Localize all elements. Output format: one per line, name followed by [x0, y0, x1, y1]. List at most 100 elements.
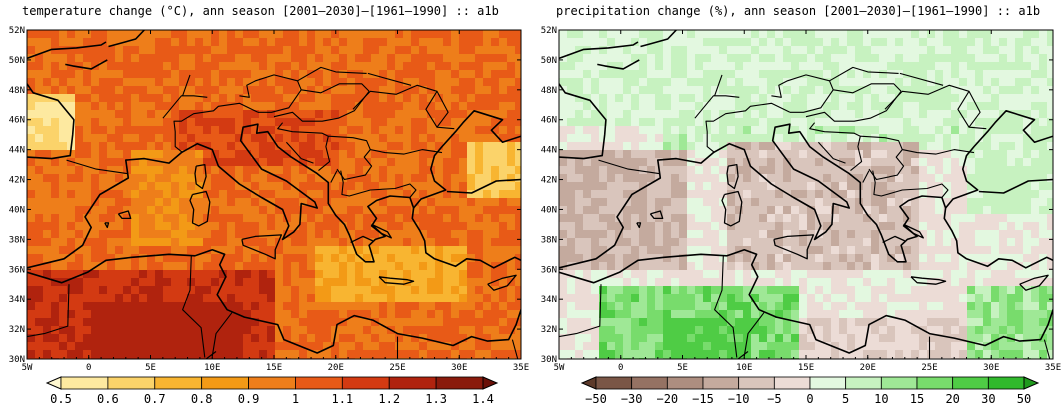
- country-border: [173, 102, 259, 154]
- island-outline: [241, 234, 283, 260]
- temperature-title: temperature change (°C), ann season [200…: [22, 4, 499, 18]
- country-border: [273, 90, 370, 122]
- lat-tick-label: 42N: [541, 176, 557, 186]
- colorbar-label: 5: [842, 392, 849, 406]
- lon-tick-label: 0: [86, 363, 91, 373]
- lon-tick-label: 0: [618, 363, 623, 373]
- lat-tick-label: 32N: [541, 325, 557, 335]
- colorbar-swatch: [738, 376, 775, 390]
- country-border: [714, 255, 738, 358]
- country-border: [817, 141, 846, 164]
- lon-tick-label: 35E: [513, 363, 529, 373]
- country-border: [340, 170, 417, 198]
- island-outline: [1019, 274, 1049, 291]
- country-border: [862, 170, 870, 183]
- lon-tick-label: 5E: [677, 363, 688, 373]
- colorbar-label: 0.5: [50, 392, 72, 406]
- coastline: [446, 178, 521, 194]
- colorbar-label: 1.3: [425, 392, 447, 406]
- coastline-layer: [559, 30, 1064, 359]
- colorbar-label: 0.8: [191, 392, 213, 406]
- colorbar-swatch: [702, 376, 740, 390]
- colorbar-label: −50: [585, 392, 607, 406]
- country-border: [1054, 272, 1064, 312]
- colorbar-swatch: [60, 376, 109, 390]
- colorbar-label: 1.1: [331, 392, 353, 406]
- island-outline: [910, 276, 947, 285]
- lon-tick-label: 5W: [554, 363, 565, 373]
- lat-tick-label: 30N: [9, 355, 25, 365]
- precipitation-panel: precipitation change (%), ann season [20…: [532, 0, 1064, 413]
- country-border: [328, 135, 373, 181]
- lat-tick-label: 48N: [541, 86, 557, 96]
- island-outline: [189, 190, 211, 227]
- colorbar-swatch: [631, 376, 668, 390]
- country-border: [162, 95, 208, 119]
- coastline: [27, 110, 521, 269]
- colorbar-label: 0.6: [97, 392, 119, 406]
- coastline: [978, 178, 1053, 194]
- country-border: [598, 159, 660, 175]
- lat-tick-label: 36N: [9, 265, 25, 275]
- country-border: [370, 149, 443, 155]
- island-outline: [773, 234, 815, 260]
- island-outline: [882, 235, 906, 243]
- country-border: [833, 83, 902, 94]
- country-border: [805, 90, 902, 122]
- country-border: [285, 141, 314, 164]
- colorbar-label: 0.7: [144, 392, 166, 406]
- lat-tick-label: 38N: [9, 235, 25, 245]
- island-outline: [636, 222, 642, 229]
- country-border: [27, 284, 70, 338]
- coastline: [211, 30, 213, 31]
- lon-tick-label: 25E: [921, 363, 937, 373]
- island-outline: [371, 223, 392, 239]
- colorbar-label: −10: [728, 392, 750, 406]
- country-border: [860, 135, 905, 181]
- island-outline: [378, 276, 415, 285]
- lon-tick-label: 25E: [389, 363, 405, 373]
- colorbar-label: −15: [692, 392, 714, 406]
- colorbar-label: 15: [910, 392, 924, 406]
- country-border: [714, 74, 723, 96]
- country-border: [205, 351, 217, 359]
- colorbar-label: −30: [621, 392, 643, 406]
- colorbar-label: 1.2: [378, 392, 400, 406]
- lon-tick-label: 20E: [860, 363, 876, 373]
- colorbar-swatch: [341, 376, 390, 390]
- lat-tick-label: 32N: [9, 325, 25, 335]
- country-border: [743, 312, 765, 357]
- island-outline: [350, 235, 374, 243]
- lat-tick-label: 36N: [541, 265, 557, 275]
- coastline: [411, 207, 521, 269]
- country-border: [211, 312, 233, 357]
- colorbar-swatch: [435, 376, 484, 390]
- colorbar-label: 0: [806, 392, 813, 406]
- country-border: [884, 84, 987, 130]
- field-layer: [27, 30, 521, 359]
- island-outline: [649, 210, 664, 220]
- country-border: [297, 66, 367, 82]
- country-border: [277, 122, 331, 172]
- colorbar-swatch: [987, 376, 1025, 390]
- lat-tick-label: 34N: [9, 295, 25, 305]
- colorbar-swatch: [773, 376, 811, 390]
- coastline: [27, 41, 107, 60]
- coastline: [559, 83, 607, 160]
- country-border: [425, 91, 438, 128]
- country-border: [330, 170, 338, 183]
- coastline-layer: [27, 30, 521, 359]
- lon-tick-label: 30E: [451, 363, 467, 373]
- country-border: [694, 95, 740, 119]
- lat-tick-label: 50N: [541, 56, 557, 66]
- lat-tick-label: 44N: [9, 146, 25, 156]
- lat-tick-label: 50N: [9, 56, 25, 66]
- island-outline: [726, 163, 739, 190]
- coastline: [597, 59, 640, 70]
- country-border: [301, 83, 370, 94]
- colorbar-swatch: [845, 376, 882, 390]
- country-border: [957, 91, 970, 128]
- lat-tick-label: 40N: [541, 205, 557, 215]
- precipitation-title: precipitation change (%), ann season [20…: [556, 4, 1041, 18]
